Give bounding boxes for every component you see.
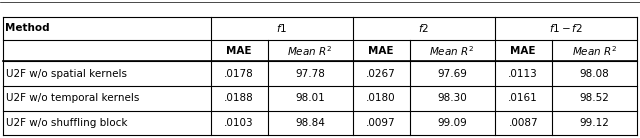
Text: 98.01: 98.01 [295, 93, 325, 103]
Text: $f1$: $f1$ [276, 22, 287, 34]
Text: 97.69: 97.69 [437, 69, 467, 79]
Text: Method: Method [5, 23, 50, 33]
Text: $f2$: $f2$ [418, 22, 429, 34]
Text: MAE: MAE [227, 46, 252, 56]
Text: 98.30: 98.30 [437, 93, 467, 103]
Text: $Mean\ R^2$: $Mean\ R^2$ [572, 44, 617, 58]
Text: U2F w/o temporal kernels: U2F w/o temporal kernels [6, 93, 140, 103]
Text: .0178: .0178 [224, 69, 254, 79]
Text: .0097: .0097 [366, 118, 396, 128]
Text: $Mean\ R^2$: $Mean\ R^2$ [429, 44, 475, 58]
Text: MAE: MAE [511, 46, 536, 56]
Text: U2F w/o shuffling block: U2F w/o shuffling block [6, 118, 128, 128]
Text: .0087: .0087 [508, 118, 538, 128]
Text: .0267: .0267 [366, 69, 396, 79]
Text: 97.78: 97.78 [295, 69, 325, 79]
Text: $f1 - f2$: $f1 - f2$ [548, 22, 583, 34]
Text: 98.52: 98.52 [579, 93, 609, 103]
Text: 99.09: 99.09 [437, 118, 467, 128]
Text: .0188: .0188 [224, 93, 254, 103]
Text: .0161: .0161 [508, 93, 538, 103]
Text: U2F w/o spatial kernels: U2F w/o spatial kernels [6, 69, 127, 79]
Text: .0103: .0103 [224, 118, 254, 128]
Text: .0113: .0113 [508, 69, 538, 79]
Text: MAE: MAE [369, 46, 394, 56]
Text: 98.08: 98.08 [579, 69, 609, 79]
Text: .0180: .0180 [366, 93, 396, 103]
Text: 99.12: 99.12 [579, 118, 609, 128]
Text: $Mean\ R^2$: $Mean\ R^2$ [287, 44, 333, 58]
Text: 98.84: 98.84 [295, 118, 325, 128]
